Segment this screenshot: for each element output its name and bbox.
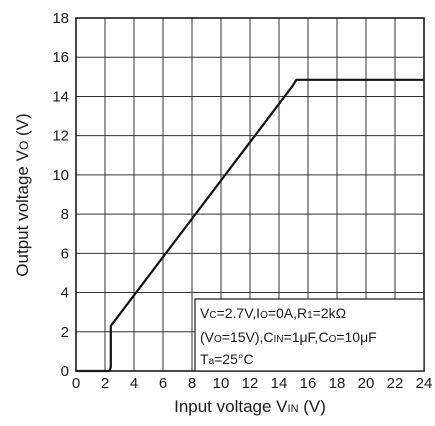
y-tick-label: 10 xyxy=(52,167,69,184)
x-tick-label: 24 xyxy=(416,375,433,392)
x-tick-label: 6 xyxy=(159,375,167,392)
y-axis-title: Output voltage VO (V) xyxy=(13,113,32,276)
y-tick-label: 6 xyxy=(61,245,69,262)
annotation-line-1: VC=2.7V,IO=0A,R1=2kΩ xyxy=(200,305,346,321)
x-tick-label: 18 xyxy=(329,375,346,392)
annotation-line-3: Ta=25°C xyxy=(200,351,254,367)
y-tick-label: 0 xyxy=(61,363,69,380)
annotation-frame xyxy=(194,298,425,372)
y-tick-label: 14 xyxy=(52,88,69,105)
x-tick-label: 4 xyxy=(130,375,138,392)
y-tick-labels: 0 2 4 6 8 10 12 14 16 18 xyxy=(52,10,69,380)
y-tick-label: 2 xyxy=(61,324,69,341)
y-tick-label: 12 xyxy=(52,128,69,145)
x-tick-label: 12 xyxy=(242,375,259,392)
x-tick-labels: 0 2 4 6 8 10 12 14 16 18 20 22 24 xyxy=(72,375,433,392)
annotation-line-2: (VO=15V),CIN=1μF,CO=10μF xyxy=(200,329,377,345)
x-tick-label: 2 xyxy=(101,375,109,392)
x-tick-label: 14 xyxy=(271,375,288,392)
x-tick-label: 0 xyxy=(72,375,80,392)
grid xyxy=(76,18,424,371)
x-tick-label: 20 xyxy=(358,375,375,392)
annotation-box: VC=2.7V,IO=0A,R1=2kΩ (VO=15V),CIN=1μF,CO… xyxy=(194,298,425,372)
x-tick-label: 10 xyxy=(213,375,230,392)
y-tick-label: 8 xyxy=(61,206,69,223)
y-tick-label: 18 xyxy=(52,10,69,27)
x-tick-label: 22 xyxy=(387,375,404,392)
x-tick-label: 16 xyxy=(300,375,317,392)
y-tick-label: 4 xyxy=(61,285,69,302)
y-tick-label: 16 xyxy=(52,49,69,66)
x-axis-title: Input voltage VIN (V) xyxy=(174,397,326,416)
x-tick-label: 8 xyxy=(188,375,196,392)
